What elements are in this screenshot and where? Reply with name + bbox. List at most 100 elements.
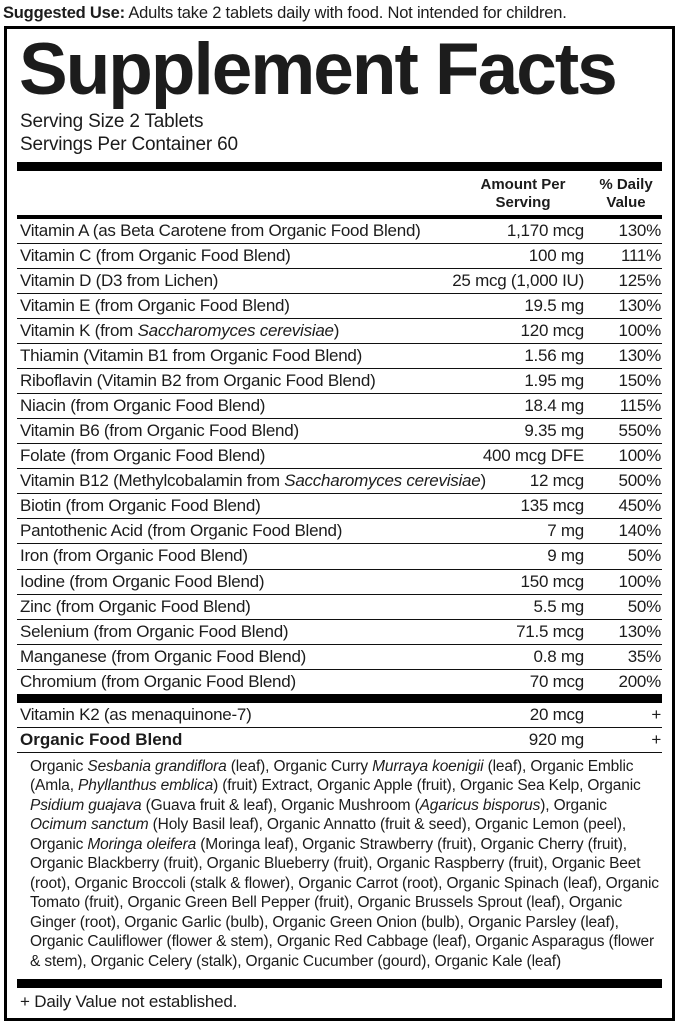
suggested-use-label: Suggested Use: <box>3 4 125 22</box>
table-header: Amount Per Serving % Daily Value <box>17 171 662 215</box>
nutrient-amount: 71.5 mcg <box>516 621 584 641</box>
nutrient-amount: 9 mg <box>547 546 584 566</box>
suggested-use: Suggested Use: Adults take 2 tablets dai… <box>0 0 679 26</box>
nutrient-name: Thiamin (Vitamin B1 from Organic Food Bl… <box>20 346 363 366</box>
nutrient-amount: 9.35 mg <box>524 421 584 441</box>
nutrient-amount: 18.4 mg <box>524 396 584 416</box>
nutrient-dv: 115% <box>619 396 661 416</box>
nutrient-amount: 1.56 mg <box>524 346 584 366</box>
blend-description: Organic Sesbania grandiflora (leaf), Org… <box>30 757 659 970</box>
nutrient-name: Zinc (from Organic Food Blend) <box>20 596 251 616</box>
nutrient-name: Vitamin E (from Organic Food Blend) <box>20 295 290 315</box>
nutrient-dv: 450% <box>618 496 662 516</box>
nutrient-amount: 920 mg <box>528 729 584 749</box>
divider-thick-bottom <box>17 979 662 989</box>
nutrient-row: Organic Food Blend 920 mg + <box>17 728 662 753</box>
column-header-amount: Amount Per Serving <box>480 176 566 211</box>
nutrient-amount: 1,170 mcg <box>506 220 584 240</box>
nutrient-row: Vitamin E (from Organic Food Blend) 19.5 … <box>17 294 662 320</box>
nutrient-dv: 50% <box>627 596 662 616</box>
nutrient-dv: 125% <box>618 270 662 290</box>
nutrient-row: Vitamin K (from Saccharomyces cerevisiae… <box>17 319 662 345</box>
nutrient-name: Iodine (from Organic Food Blend) <box>20 571 265 591</box>
nutrient-row: Pantothenic Acid (from Organic Food Blen… <box>17 519 662 545</box>
panel-title: Supplement Facts <box>19 29 618 110</box>
nutrient-name: Vitamin D (D3 from Lichen) <box>20 270 219 290</box>
nutrient-amount: 1.95 mg <box>524 371 584 391</box>
nutrient-amount: 70 mcg <box>529 671 585 691</box>
nutrient-row: Chromium (from Organic Food Blend) 70 mcg… <box>17 670 662 694</box>
nutrient-name: Vitamin K2 (as menaquinone-7) <box>20 704 252 724</box>
nutrient-row: Thiamin (Vitamin B1 from Organic Food Bl… <box>17 344 662 370</box>
nutrient-name: Vitamin B6 (from Organic Food Blend) <box>20 421 299 441</box>
nutrient-name: Vitamin K (from Saccharomyces cerevisiae… <box>20 321 340 341</box>
footnote: + Daily Value not established. <box>20 992 238 1012</box>
nutrient-amount: 19.5 mg <box>524 295 584 315</box>
nutrient-dv: + <box>651 704 661 724</box>
divider-thick-top <box>17 162 662 172</box>
nutrient-row: Folate (from Organic Food Blend) 400 mcg … <box>17 444 662 470</box>
nutrient-dv: 150% <box>618 371 662 391</box>
nutrient-row: Niacin (from Organic Food Blend) 18.4 mg 1… <box>17 394 662 420</box>
nutrient-row: Zinc (from Organic Food Blend) 5.5 mg 50% <box>17 595 662 620</box>
nutrient-row: Iron (from Organic Food Blend) 9 mg 50% <box>17 544 662 570</box>
nutrient-name: Selenium (from Organic Food Blend) <box>20 621 289 641</box>
nutrient-name: Vitamin C (from Organic Food Blend) <box>20 245 291 265</box>
column-header-dv: % Daily Value <box>599 176 653 211</box>
nutrient-row: Vitamin A (as Beta Carotene from Organic… <box>17 219 662 244</box>
nutrient-amount: 100 mg <box>528 245 584 265</box>
nutrient-name: Vitamin A (as Beta Carotene from Organic… <box>20 220 421 240</box>
nutrient-dv: 130% <box>618 621 662 641</box>
nutrient-row: Vitamin K2 (as menaquinone-7) 20 mcg + <box>17 703 662 728</box>
nutrient-dv: 130% <box>618 220 662 240</box>
nutrient-name: Manganese (from Organic Food Blend) <box>20 646 307 666</box>
nutrient-amount: 7 mg <box>547 521 584 541</box>
nutrient-row: Riboflavin (Vitamin B2 from Organic Food… <box>17 369 662 395</box>
supplement-facts-panel: Supplement Facts Serving Size 2 Tablets … <box>4 26 675 1022</box>
nutrient-dv: 140% <box>618 521 662 541</box>
suggested-use-text: Adults take 2 tablets daily with food. N… <box>124 4 567 22</box>
servings-per-container: Servings Per Container 60 <box>20 134 238 156</box>
nutrient-dv: 100% <box>618 446 662 466</box>
other-ingredients: Other Ingredients: Clean Tablet Technolo… <box>0 1021 679 1027</box>
nutrient-row: Selenium (from Organic Food Blend) 71.5 m… <box>17 620 662 645</box>
nutrient-amount: 25 mcg (1,000 IU) <box>452 270 584 290</box>
nutrient-dv: 100% <box>618 321 662 341</box>
nutrient-name: Folate (from Organic Food Blend) <box>20 446 266 466</box>
nutrient-rows: Vitamin A (as Beta Carotene from Organic… <box>17 219 662 694</box>
nutrient-amount: 0.8 mg <box>533 646 585 666</box>
nutrient-name: Pantothenic Acid (from Organic Food Blen… <box>20 521 343 541</box>
nutrient-row: Vitamin B12 (Methylcobalamin from Saccha… <box>17 469 662 495</box>
nutrient-name: Organic Food Blend <box>20 729 183 749</box>
nutrient-dv: 111% <box>621 245 661 265</box>
serving-info: Serving Size 2 Tablets Servings Per Cont… <box>17 108 662 162</box>
divider-thick-middle <box>17 693 662 703</box>
nutrient-amount: 150 mcg <box>520 571 585 591</box>
nutrient-dv: 50% <box>627 546 662 566</box>
nutrient-row: Vitamin B6 (from Organic Food Blend) 9.35… <box>17 419 662 445</box>
nutrient-amount: 120 mcg <box>520 321 585 341</box>
nutrient-row: Iodine (from Organic Food Blend) 150 mcg 1… <box>17 570 662 595</box>
nutrient-name: Biotin (from Organic Food Blend) <box>20 496 261 516</box>
nutrient-amount: 400 mcg DFE <box>482 446 584 466</box>
nutrient-name: Niacin (from Organic Food Blend) <box>20 396 266 416</box>
nutrient-dv: + <box>651 729 661 749</box>
divider-header <box>17 214 662 219</box>
nutrient-name: Riboflavin (Vitamin B2 from Organic Food… <box>20 371 376 391</box>
nutrient-amount: 5.5 mg <box>533 596 585 616</box>
serving-size: Serving Size 2 Tablets <box>20 111 204 132</box>
nutrient-dv: 100% <box>618 571 662 591</box>
nutrient-dv: 35% <box>627 646 662 666</box>
nutrient-row: Manganese (from Organic Food Blend) 0.8 m… <box>17 645 662 670</box>
nutrient-row: Vitamin D (D3 from Lichen) 25 mcg (1,000 … <box>17 269 662 294</box>
nutrient-name: Vitamin B12 (Methylcobalamin from Saccha… <box>20 471 486 491</box>
nutrient-dv: 550% <box>618 421 662 441</box>
nutrient-row: Biotin (from Organic Food Blend) 135 mcg 4… <box>17 494 662 520</box>
sub-rows: Vitamin K2 (as menaquinone-7) 20 mcg + Orga… <box>17 703 662 753</box>
nutrient-name: Chromium (from Organic Food Blend) <box>20 671 296 691</box>
nutrient-amount: 20 mcg <box>529 704 585 724</box>
nutrient-dv: 130% <box>618 295 662 315</box>
nutrient-name: Iron (from Organic Food Blend) <box>20 546 248 566</box>
nutrient-amount: 135 mcg <box>520 496 585 516</box>
nutrient-dv: 200% <box>618 671 662 691</box>
